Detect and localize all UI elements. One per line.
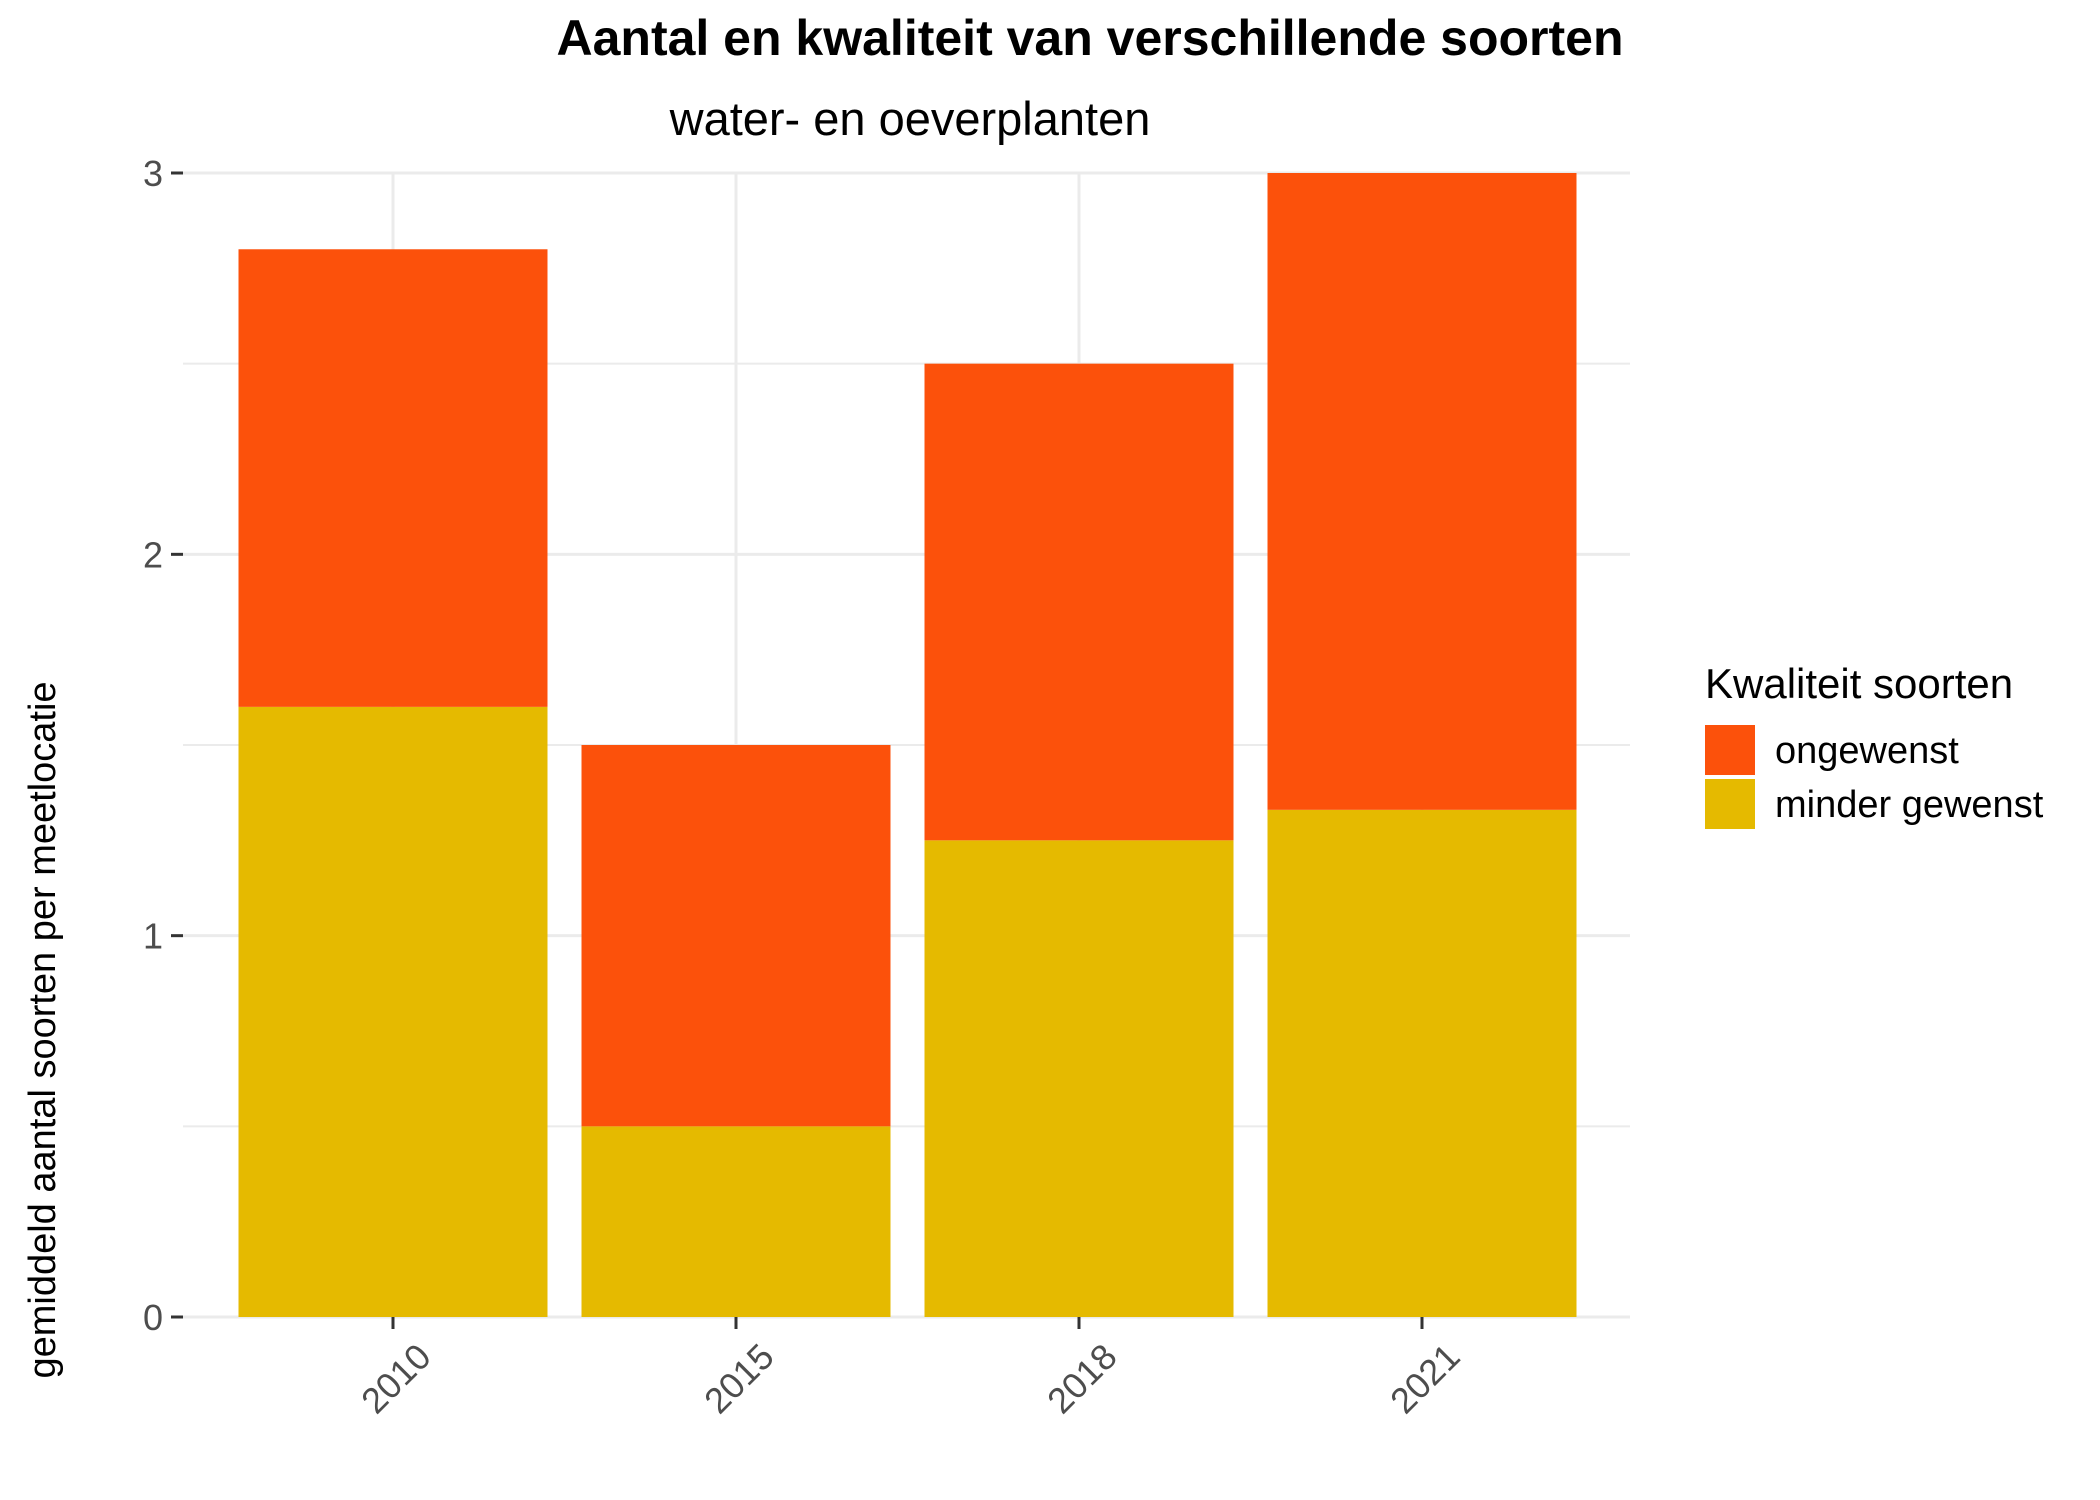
y-tick-label: 0 [143,1297,163,1338]
legend: Kwaliteit soorten ongewenst minder gewens… [1705,660,2044,829]
y-tick-label: 1 [143,916,163,957]
y-axis: 0 1 2 3 [143,153,183,1338]
legend-key [1705,725,1755,775]
y-tick-label: 3 [143,153,163,194]
bar-2021-minder-gewenst [1267,809,1577,1317]
legend-items: ongewenst minder gewenst [1705,725,2044,829]
x-tick-label: 2018 [1039,1336,1125,1422]
legend-label: ongewenst [1775,730,1959,772]
legend-label: minder gewenst [1775,784,2044,826]
bar-2021-ongewenst [1267,173,1577,810]
bar-2010-ongewenst [238,249,548,707]
bars [238,173,1577,1317]
bar-2018-ongewenst [924,363,1234,841]
chart-title: Aantal en kwaliteit van verschillende so… [556,10,1623,66]
x-axis: 2010 2015 2018 2021 [353,1317,1468,1421]
legend-key [1705,779,1755,829]
x-tick-label: 2015 [696,1336,782,1422]
legend-title: Kwaliteit soorten [1705,660,2013,707]
chart-subtitle: water- en oeverplanten [669,92,1151,145]
bar-2010-minder-gewenst [238,706,548,1317]
y-tick-label: 2 [143,534,163,575]
x-tick-label: 2010 [353,1336,439,1422]
bar-2015-ongewenst [581,745,891,1127]
y-axis-title: gemiddeld aantal soorten per meetlocatie [22,681,64,1378]
x-tick-label: 2021 [1382,1336,1468,1422]
bar-2015-minder-gewenst [581,1126,891,1317]
bar-2018-minder-gewenst [924,840,1234,1317]
